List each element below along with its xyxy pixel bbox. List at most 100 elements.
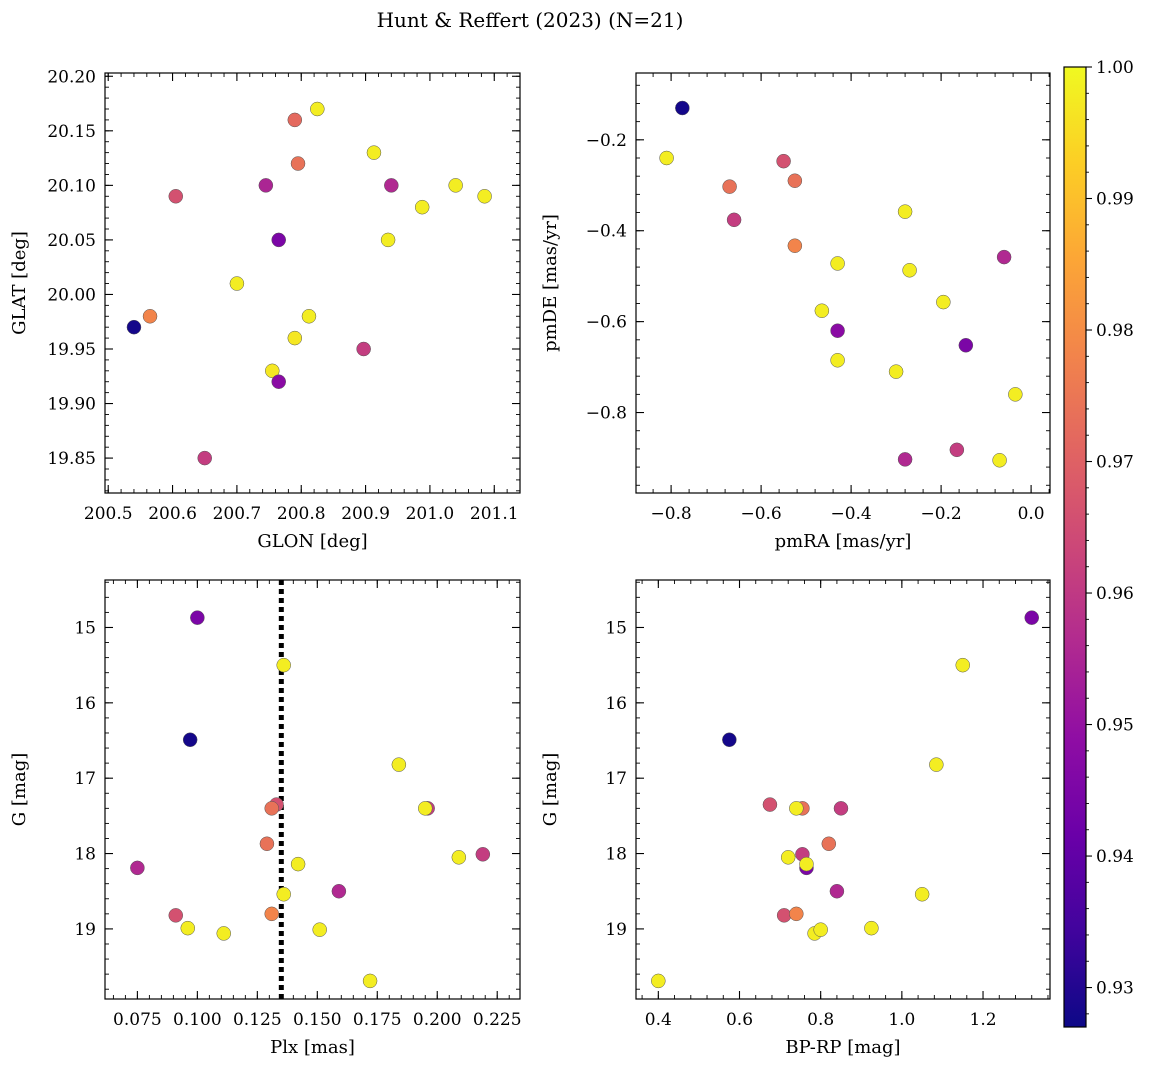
x-tick-label: 0.150 [293,1010,342,1030]
panel-2: −0.8 −0.6 −0.4 −0.2 0.0 −0.8 −0.6 −0.4 −0.2 pmRA … [540,72,1051,552]
x-axis-label: GLON [deg] [257,531,367,552]
x-tick-label: −0.2 [920,504,961,524]
scatter-point [180,920,196,936]
x-tick-label: −0.4 [830,504,871,524]
y-tick-label: 16 [605,694,627,714]
colorbar-tick-label: 0.97 [1096,453,1134,473]
scatter-point [142,309,158,324]
colorbar-tick-label: 0.93 [1096,979,1134,999]
colorbar-tick-label: 0.98 [1096,321,1134,341]
x-axis-label: BP-RP [mag] [785,1037,900,1058]
x-tick-label: −0.8 [650,504,691,524]
scatter-point [675,100,690,116]
scatter-point [936,294,951,310]
minor-ticks [636,73,1050,493]
y-tick-label: −0.2 [586,131,627,151]
scatter-point [276,887,291,902]
y-tick-label: 17 [74,769,96,789]
scatter-point [417,801,433,816]
y-axis-label: GLAT [deg] [9,231,30,335]
scatter-point [287,330,303,346]
scatter-point [776,908,792,923]
scatter-point [864,920,879,936]
x-tick-label: 201.1 [470,504,519,524]
scatter-point [659,150,674,166]
major-ticks [636,580,1050,999]
y-axis-label: G [mag] [9,753,30,826]
scatter-point [897,452,913,467]
scatter-point [830,323,845,338]
minor-ticks [105,580,520,999]
scatter-point [380,232,396,248]
y-tick-label: 20.10 [47,176,96,196]
scatter-point [651,973,666,989]
y-tick-label: 18 [74,845,96,865]
x-tick-label: 1.0 [888,1010,915,1030]
y-tick-label: 18 [605,845,627,865]
scatter-point [830,256,845,271]
scatter-point [929,757,944,772]
scatter-point [776,153,791,169]
colorbar: 0.93 0.94 0.95 0.96 0.97 0.98 0.99 1.00 [1063,58,1134,1028]
scatter-point [897,204,913,219]
colorbar-gradient [1063,66,1087,1028]
major-ticks [636,73,1050,493]
scatter-point [287,112,303,128]
colorbar-tick-label: 0.95 [1096,716,1134,736]
x-tick-label: 201.0 [406,504,455,524]
x-tick-label: 0.6 [726,1010,753,1030]
scatter-point [312,922,327,937]
x-tick-label: 0.125 [233,1010,282,1030]
scatter-point [955,657,970,673]
scatter-point [366,145,382,160]
scatter-point [799,856,814,872]
x-tick-label: 200.5 [84,504,133,524]
scatter-point [789,906,804,922]
y-tick-label: 17 [605,769,627,789]
scatter-point [362,973,378,989]
scatter-points [126,101,492,466]
panel-1: 200.5 200.6 200.7 200.8 200.9 201.0 201.1 19.85… [9,67,521,552]
scatter-point [448,178,463,193]
scatter-point [762,797,778,812]
y-tick-label: 19.95 [47,340,96,360]
y-tick-label: −0.4 [586,222,627,242]
scatter-point [384,178,399,193]
scatter-point [310,101,325,117]
x-tick-label: 0.075 [113,1010,162,1030]
panel-4: 0.4 0.6 0.8 1.0 1.2 15 16 17 18 19 BP-RP [mag] G [m… [540,579,1051,1058]
axes-frame [104,579,521,1000]
scatter-point [451,850,467,865]
scatter-point [888,364,904,379]
scatter-point [830,353,845,368]
scatter-point [271,232,286,248]
scatter-points [130,610,491,989]
y-tick-label: 19 [74,920,96,940]
scatter-point [787,173,803,188]
scatter-point [290,856,306,872]
y-tick-label: −0.8 [586,404,627,424]
y-tick-label: 20.20 [47,67,96,87]
scatter-point [814,303,830,318]
scatter-point [190,610,205,625]
scatter-point [258,178,274,193]
panel-3: 0.075 0.100 0.125 0.150 0.175 0.200 0.225 15 16 1… [9,579,522,1058]
x-tick-label: 0.0 [1018,504,1045,524]
scatter-point [290,156,306,171]
scatter-point [813,922,828,937]
y-axis-label: G [mag] [540,753,561,826]
x-tick-label: 0.8 [807,1010,834,1030]
scatter-point [229,276,245,291]
scatter-point [833,801,849,816]
x-axis-label: Plx [mas] [270,1037,355,1058]
x-tick-label: 0.200 [413,1010,462,1030]
x-tick-label: 200.6 [148,504,197,524]
x-axis-label: pmRA [mas/yr] [775,531,912,552]
scatter-points [659,100,1023,468]
scatter-point [130,860,145,876]
scatter-point [331,883,347,899]
minor-ticks [105,73,521,493]
x-tick-label: 200.9 [341,504,390,524]
x-tick-label: 0.175 [353,1010,402,1030]
